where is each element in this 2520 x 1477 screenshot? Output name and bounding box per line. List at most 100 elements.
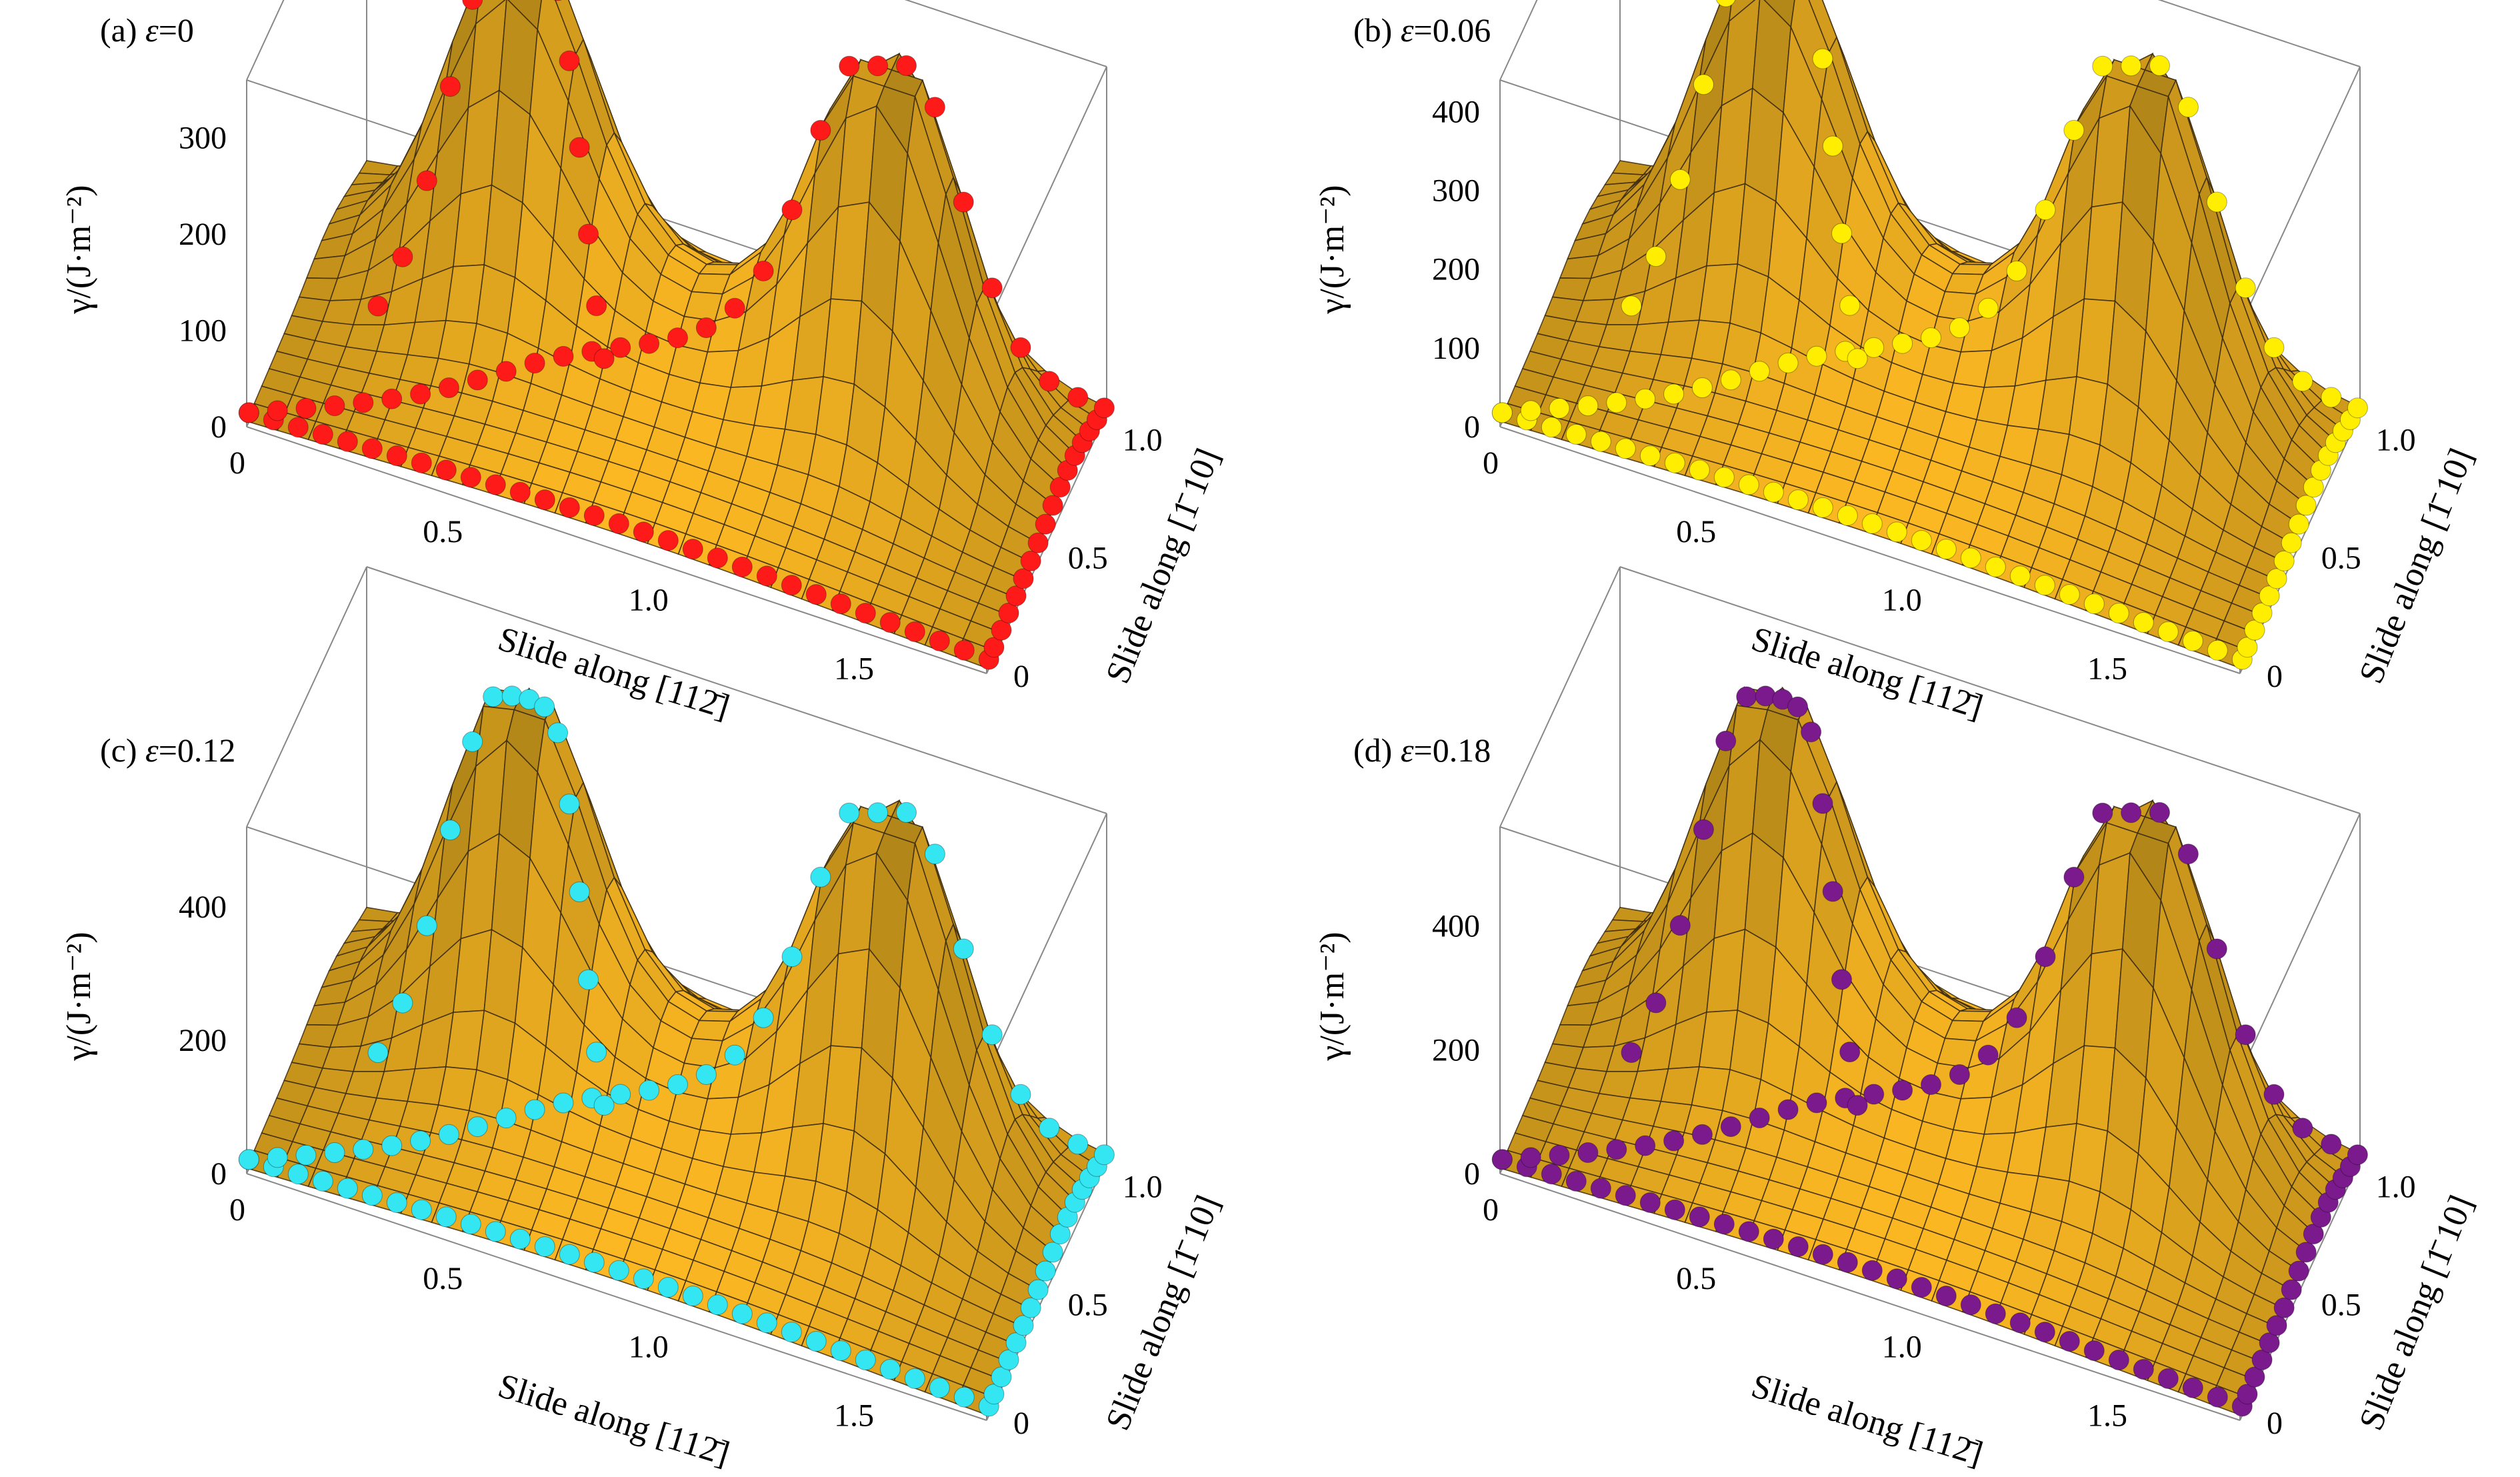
data-marker [435, 459, 457, 481]
data-marker [534, 696, 555, 717]
data-marker [855, 1350, 876, 1370]
x-axis-label: Slide along [112̄] [1747, 1367, 1987, 1474]
data-marker [386, 445, 407, 466]
data-marker [2281, 1279, 2302, 1300]
data-marker [896, 55, 917, 76]
data-marker [361, 1185, 383, 1206]
data-marker [1886, 1268, 1907, 1290]
data-marker [586, 295, 607, 316]
data-marker [438, 377, 459, 398]
data-marker [2259, 585, 2280, 607]
data-marker [1621, 1042, 1642, 1063]
data-marker [267, 400, 288, 421]
data-marker [1027, 1279, 1049, 1300]
data-marker [1886, 521, 1907, 543]
data-marker [324, 395, 345, 416]
z-axis-label: γ/(J·m⁻²) [60, 185, 98, 314]
data-marker [1020, 1297, 1041, 1318]
data-marker [1831, 223, 1852, 244]
data-marker [1520, 400, 1541, 421]
data-marker [1715, 0, 1736, 7]
data-marker [1039, 371, 1060, 392]
data-marker [998, 602, 1019, 623]
data-marker [1565, 1170, 1587, 1192]
data-marker [2063, 866, 2085, 888]
data-marker [438, 1124, 459, 1145]
data-marker [312, 423, 333, 445]
data-marker [2121, 802, 2142, 824]
data-marker [238, 1149, 259, 1170]
data-marker [2034, 575, 2055, 596]
y-tick-label: 1.0 [1123, 1170, 1163, 1205]
data-marker [2108, 1350, 2129, 1370]
data-marker [1960, 1294, 1981, 1316]
data-marker [1985, 556, 2006, 577]
data-marker [2182, 630, 2203, 651]
y-tick-label: 0.5 [2321, 541, 2361, 576]
data-marker [2059, 584, 2080, 605]
data-marker [1749, 1108, 1770, 1128]
data-marker [2288, 513, 2309, 535]
data-marker [756, 1312, 777, 1334]
data-marker [583, 505, 605, 526]
data-marker [287, 417, 309, 438]
data-marker [553, 345, 574, 367]
z-axis-label: γ/(J·m⁻²) [1313, 932, 1351, 1061]
data-marker [1042, 495, 1063, 516]
y-tick-label: 0 [1013, 659, 1029, 694]
x-tick-label: 0 [1483, 1192, 1499, 1228]
data-marker [1839, 1042, 1861, 1063]
data-marker [981, 277, 1003, 299]
box-edge [904, 0, 1107, 67]
data-marker [1738, 1221, 1759, 1242]
data-marker [1949, 1064, 1970, 1085]
y-tick-label: 1.0 [1123, 423, 1163, 458]
data-marker [559, 50, 580, 71]
data-marker [462, 731, 483, 752]
data-marker [1715, 730, 1737, 752]
data-marker [1720, 1116, 1741, 1138]
z-tick-label: 100 [1432, 331, 1480, 366]
data-marker [2263, 337, 2285, 358]
box-edge [986, 813, 1107, 1074]
data-marker [2177, 97, 2199, 118]
data-marker [1606, 392, 1627, 413]
data-marker [1720, 369, 1741, 391]
tick-labels: 0 0.5 1.0 1.5 0 0.5 1.0 0 100 200 300 400 [1432, 94, 2416, 694]
data-marker [411, 452, 432, 473]
tick-labels: 0 0.5 1.0 1.5 0 0.5 1.0 0 100 200 300 [179, 121, 1163, 694]
tick-labels: 0 0.5 1.0 1.5 0 0.5 1.0 0 200 400 [1432, 909, 2416, 1441]
data-marker [1621, 295, 1642, 317]
data-marker [2149, 55, 2170, 76]
data-marker [2035, 199, 2056, 221]
data-marker [781, 199, 803, 221]
data-marker [2083, 1340, 2105, 1361]
panel-a: 0 0.5 1.0 1.5 0 0.5 1.0 0 100 200 300 Slide along [… [60, 0, 1227, 726]
data-marker [879, 612, 901, 633]
data-marker [929, 1377, 950, 1398]
data-marker [410, 383, 431, 405]
data-marker [467, 1116, 488, 1138]
data-marker [867, 55, 889, 77]
data-marker [1911, 530, 1932, 551]
data-marker [781, 575, 802, 596]
data-marker [608, 513, 629, 534]
data-marker [547, 722, 569, 744]
marker-series [1491, 0, 2368, 670]
data-marker [2006, 260, 2027, 281]
data-marker [1921, 327, 1941, 348]
data-marker [2288, 1260, 2309, 1282]
data-marker [1713, 467, 1735, 488]
data-marker [2235, 1024, 2256, 1046]
z-tick-label: 100 [179, 313, 227, 349]
data-marker [695, 317, 717, 338]
data-marker [337, 431, 358, 452]
data-marker [578, 969, 599, 990]
data-marker [2295, 495, 2317, 516]
data-marker [1039, 1118, 1060, 1139]
data-marker [1812, 793, 1833, 814]
data-marker [495, 361, 517, 382]
data-marker [1812, 1244, 1833, 1265]
z-tick-label: 300 [179, 121, 227, 156]
data-marker [553, 1092, 574, 1114]
